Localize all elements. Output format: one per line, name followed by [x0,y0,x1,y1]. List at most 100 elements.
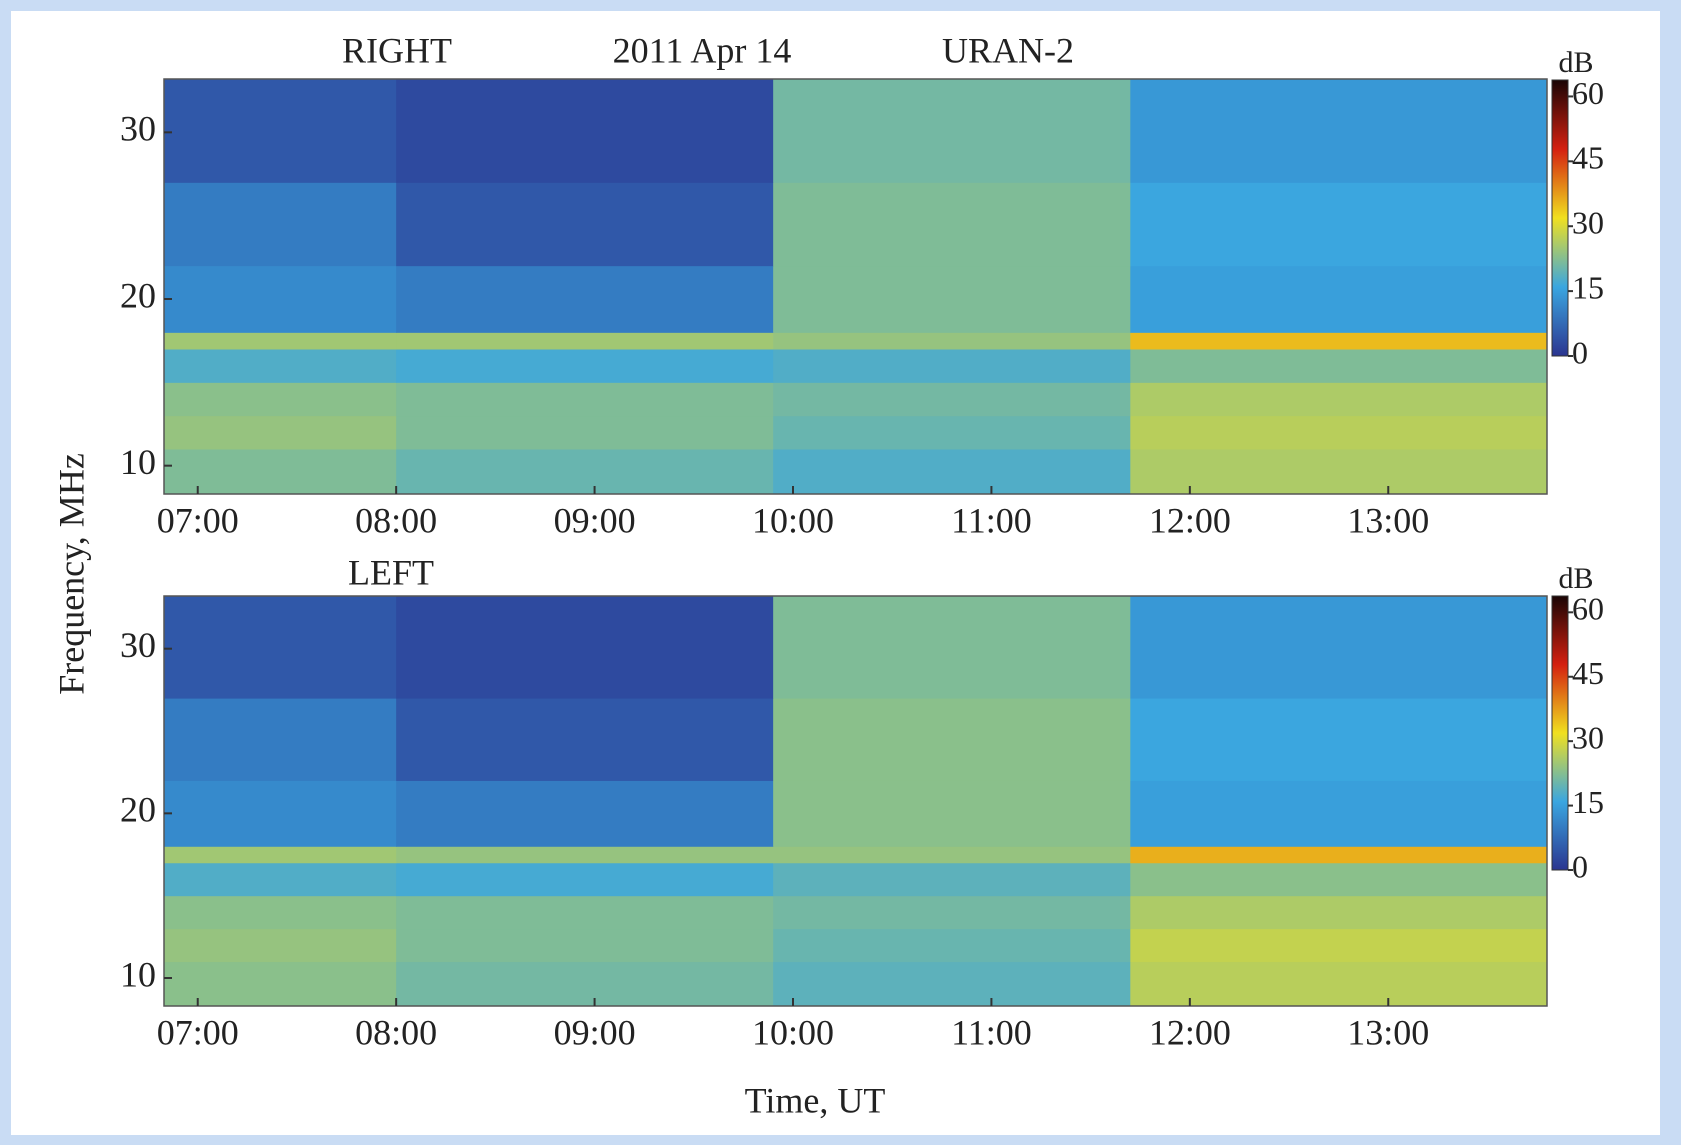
x-tick-label: 12:00 [1149,1012,1231,1052]
heatmap-cell [164,182,397,267]
heatmap-cell [396,780,774,847]
colorbar-label: dB [1558,46,1593,79]
heatmap-cell [164,382,397,417]
heatmap-cell [396,596,774,699]
colorbar-tick-label: 30 [1572,205,1604,241]
heatmap-cell [164,862,397,897]
heatmap-cell [1130,895,1548,930]
heatmap-cell [773,862,1131,897]
heatmap-cell [396,349,774,383]
colorbar-tick-label: 0 [1572,848,1588,884]
heatmap-cell [164,596,397,699]
heatmap-cell [1130,182,1548,267]
x-tick-label: 10:00 [752,1012,834,1052]
heatmap-cell [773,415,1131,450]
heatmap-cell [1130,780,1548,847]
x-tick-label: 09:00 [554,500,636,540]
colorbar-tick-label: 60 [1572,75,1604,111]
colorbar-tick-label: 30 [1572,720,1604,756]
heatmap-cell [396,265,774,333]
x-tick-label: 11:00 [951,500,1032,540]
heatmap-cell [164,780,397,847]
heatmap-cell [396,332,774,350]
y-axis-label: Frequency, MHz [51,453,91,695]
x-tick-label: 11:00 [951,1012,1032,1052]
annotation: 2011 Apr 14 [613,30,792,70]
heatmap-cell [773,449,1131,495]
heatmap-cell [396,846,774,864]
colorbar-label: dB [1558,562,1593,595]
heatmap-cell [1130,79,1548,183]
y-tick-label: 30 [120,109,156,149]
heatmap-cell [773,928,1131,963]
x-tick-label: 07:00 [157,1012,239,1052]
heatmap-cell [1130,862,1548,897]
colorbar-tick-label: 0 [1572,334,1588,370]
heatmap-cell [773,596,1131,699]
y-tick-label: 20 [120,275,156,315]
heatmap-cell [773,780,1131,847]
heatmap-cell [773,895,1131,930]
heatmap-cell [164,846,397,864]
plot-frame [163,595,1548,1007]
heatmap-cell [396,79,774,183]
heatmap-cell [1130,596,1548,699]
heatmap-cell [396,862,774,897]
heatmap-cell [396,382,774,417]
colorbar [1551,595,1569,871]
heatmap-cell [396,961,774,1007]
heatmap-cell [773,182,1131,267]
heatmap-cell [773,961,1131,1007]
heatmap-cell [773,79,1131,183]
x-tick-label: 08:00 [355,1012,437,1052]
colorbar-tick-label: 60 [1572,591,1604,627]
heatmap-cell [396,698,774,781]
heatmap-cell [396,928,774,963]
y-tick-label: 30 [120,625,156,665]
x-tick-label: 08:00 [355,500,437,540]
heatmap-cell [164,265,397,333]
heatmap-cell [164,349,397,383]
heatmap-cell [773,382,1131,417]
panel-title: LEFT [348,552,434,592]
heatmap-cell [164,928,397,963]
x-tick-label: 13:00 [1347,500,1429,540]
x-axis-label: Time, UT [745,1080,886,1120]
x-tick-label: 13:00 [1347,1012,1429,1052]
heatmap-cell [1130,846,1548,864]
heatmap-cell [1130,449,1548,495]
heatmap-cell [1130,382,1548,417]
heatmap-cell [1130,698,1548,781]
heatmap-cell [164,415,397,450]
heatmap-cell [773,349,1131,383]
heatmap-cell [164,698,397,781]
colorbar-tick-label: 45 [1572,140,1604,176]
panel-title: RIGHT [342,30,452,70]
plot-frame [163,78,1548,495]
heatmap-cell [396,449,774,495]
x-tick-label: 09:00 [554,1012,636,1052]
y-tick-label: 10 [120,442,156,482]
heatmap-cell [396,415,774,450]
x-tick-label: 07:00 [157,500,239,540]
x-tick-label: 10:00 [752,500,834,540]
heatmap-cell [164,961,397,1007]
heatmap-cell [164,332,397,350]
heatmap-cell [1130,349,1548,383]
heatmap-cell [1130,332,1548,350]
x-tick-label: 12:00 [1149,500,1231,540]
heatmap-cell [396,895,774,930]
heatmap-cell [1130,265,1548,333]
colorbar-tick-label: 45 [1572,655,1604,691]
heatmap-cell [164,79,397,183]
colorbar-tick-label: 15 [1572,784,1604,820]
heatmap-cell [1130,415,1548,450]
heatmap-cell [1130,961,1548,1007]
heatmap-cell [773,846,1131,864]
heatmap-cell [1130,928,1548,963]
heatmap-cell [396,182,774,267]
heatmap-cell [773,265,1131,333]
y-tick-label: 10 [120,954,156,994]
colorbar-tick-label: 15 [1572,269,1604,305]
